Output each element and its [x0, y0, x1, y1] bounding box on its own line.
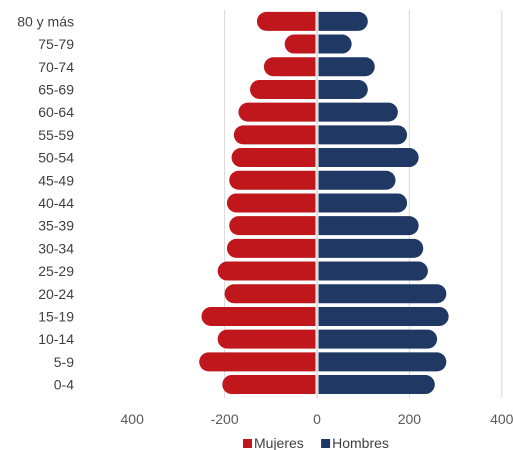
bar-mujeres-15 [199, 352, 316, 372]
category-label-6: 50-54 [38, 150, 74, 166]
category-label-13: 15-19 [38, 308, 74, 324]
bar-mujeres-11 [217, 261, 316, 281]
category-label-16: 0-4 [54, 377, 74, 393]
bar-mujeres-2 [263, 57, 316, 77]
category-label-7: 45-49 [38, 172, 74, 188]
bar-mujeres-14 [217, 329, 316, 349]
bar-hombres-14 [318, 329, 438, 349]
bar-hombres-3 [318, 79, 368, 99]
legend: Mujeres Hombres [243, 435, 389, 450]
category-label-8: 40-44 [38, 195, 74, 211]
legend-label-hombres: Hombres [332, 435, 389, 450]
bar-mujeres-1 [284, 34, 316, 54]
bar-hombres-15 [318, 352, 447, 372]
bar-hombres-2 [318, 57, 375, 77]
bar-mujeres-7 [229, 170, 316, 190]
x-tick-labels: 400 -200 0 200 400 [121, 411, 513, 427]
bar-mujeres-10 [226, 238, 316, 258]
category-label-9: 35-39 [38, 218, 74, 234]
legend-label-mujeres: Mujeres [254, 435, 304, 450]
category-label-11: 25-29 [38, 263, 74, 279]
bar-mujeres-5 [233, 125, 316, 145]
bar-mujeres-0 [256, 11, 316, 31]
category-label-10: 30-34 [38, 240, 74, 256]
bar-hombres-9 [318, 216, 419, 236]
bar-hombres-6 [318, 148, 419, 168]
category-label-2: 70-74 [38, 59, 74, 75]
bar-mujeres-6 [231, 148, 316, 168]
bar-hombres-11 [318, 261, 428, 281]
bar-hombres-12 [318, 284, 447, 304]
bar-hombres-16 [318, 375, 435, 395]
bar-mujeres-4 [238, 102, 316, 122]
x-tick-label-2: 0 [313, 411, 321, 427]
category-label-0: 80 y más [17, 13, 74, 29]
category-label-14: 10-14 [38, 331, 74, 347]
bar-mujeres-8 [226, 193, 316, 213]
category-label-5: 55-59 [38, 127, 74, 143]
category-label-12: 20-24 [38, 286, 74, 302]
bar-hombres-10 [318, 238, 424, 258]
bar-hombres-7 [318, 170, 396, 190]
legend-swatch-hombres [321, 439, 331, 448]
category-label-4: 60-64 [38, 104, 74, 120]
bar-mujeres-12 [224, 284, 316, 304]
bar-mujeres-3 [250, 79, 316, 99]
bar-hombres-5 [318, 125, 408, 145]
category-label-1: 75-79 [38, 36, 74, 52]
category-label-3: 65-69 [38, 81, 74, 97]
bar-mujeres-13 [201, 306, 316, 326]
bar-hombres-8 [318, 193, 408, 213]
bar-hombres-1 [318, 34, 352, 54]
x-tick-label-3: 200 [398, 411, 422, 427]
x-tick-label-4: 400 [490, 411, 513, 427]
legend-swatch-mujeres [243, 439, 252, 448]
bar-mujeres-16 [222, 375, 316, 395]
bar-mujeres-9 [229, 216, 316, 236]
bars [199, 11, 449, 395]
bar-hombres-0 [318, 11, 368, 31]
category-label-15: 5-9 [54, 354, 74, 370]
x-tick-label-1: -200 [211, 411, 239, 427]
bar-hombres-13 [318, 306, 449, 326]
bar-hombres-4 [318, 102, 398, 122]
category-labels: 80 y más 75-79 70-74 65-69 60-64 55-59 50-54 45… [17, 13, 74, 392]
x-tick-label-0: 400 [121, 411, 145, 427]
